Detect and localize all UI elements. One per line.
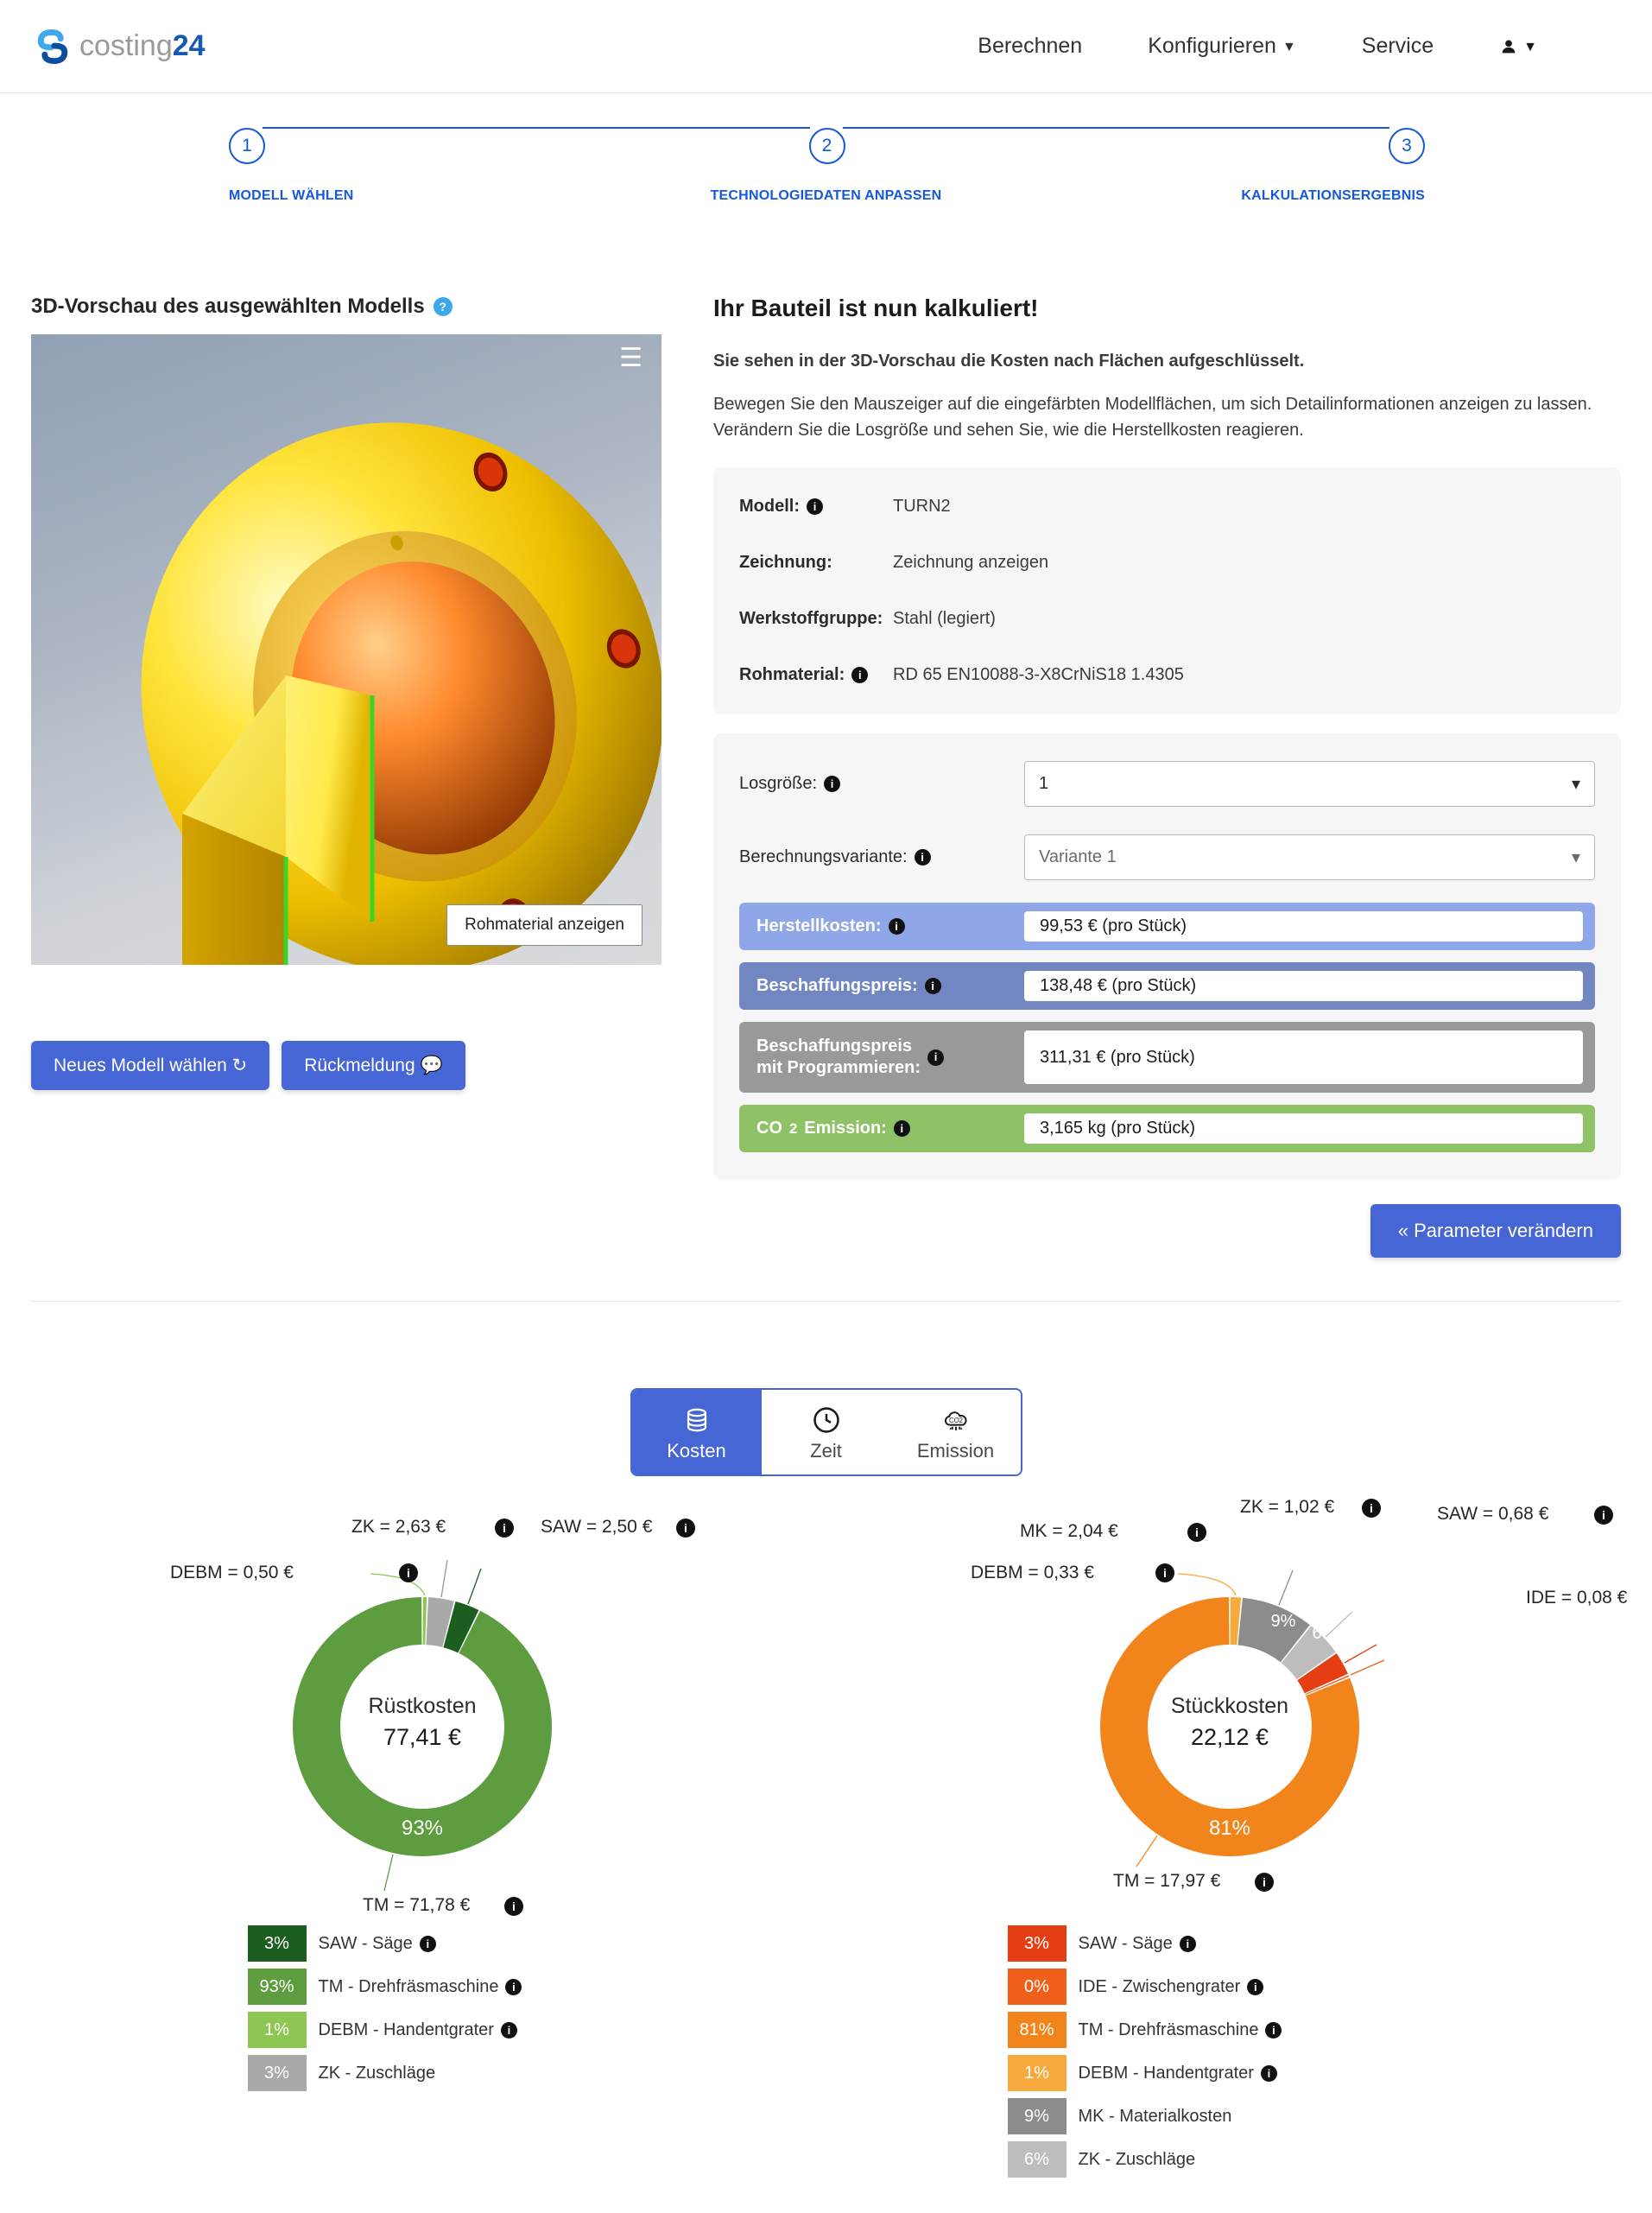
svg-text:TM = 17,97 €: TM = 17,97 € [1113,1871,1221,1891]
svg-text:TM = 71,78 €: TM = 71,78 € [363,1895,471,1915]
svg-text:SAW = 0,68 €: SAW = 0,68 € [1437,1504,1549,1524]
svg-text:ZK = 2,63 €: ZK = 2,63 € [351,1517,446,1537]
svg-text:DEBM = 0,50 €: DEBM = 0,50 € [170,1563,294,1582]
svg-text:ZK = 1,02 €: ZK = 1,02 € [1240,1497,1334,1517]
svg-text:6%: 6% [1313,1624,1338,1643]
svg-text:9%: 9% [1271,1612,1296,1631]
svg-text:93%: 93% [402,1817,443,1840]
svg-text:SAW = 2,50 €: SAW = 2,50 € [541,1517,653,1537]
svg-text:i: i [503,1521,506,1535]
svg-text:i: i [407,1566,410,1580]
svg-text:i: i [1163,1566,1167,1580]
svg-text:i: i [1263,1875,1266,1889]
svg-text:IDE = 0,08 €: IDE = 0,08 € [1526,1588,1628,1607]
svg-text:i: i [684,1521,687,1535]
svg-text:DEBM = 0,33 €: DEBM = 0,33 € [971,1563,1094,1582]
svg-text:i: i [512,1899,516,1913]
svg-text:CO2: CO2 [949,1417,963,1424]
svg-text:i: i [1602,1508,1605,1522]
svg-text:i: i [1195,1525,1199,1539]
svg-text:81%: 81% [1209,1817,1250,1840]
svg-text:i: i [1370,1501,1373,1515]
svg-text:MK = 2,04 €: MK = 2,04 € [1020,1521,1118,1541]
